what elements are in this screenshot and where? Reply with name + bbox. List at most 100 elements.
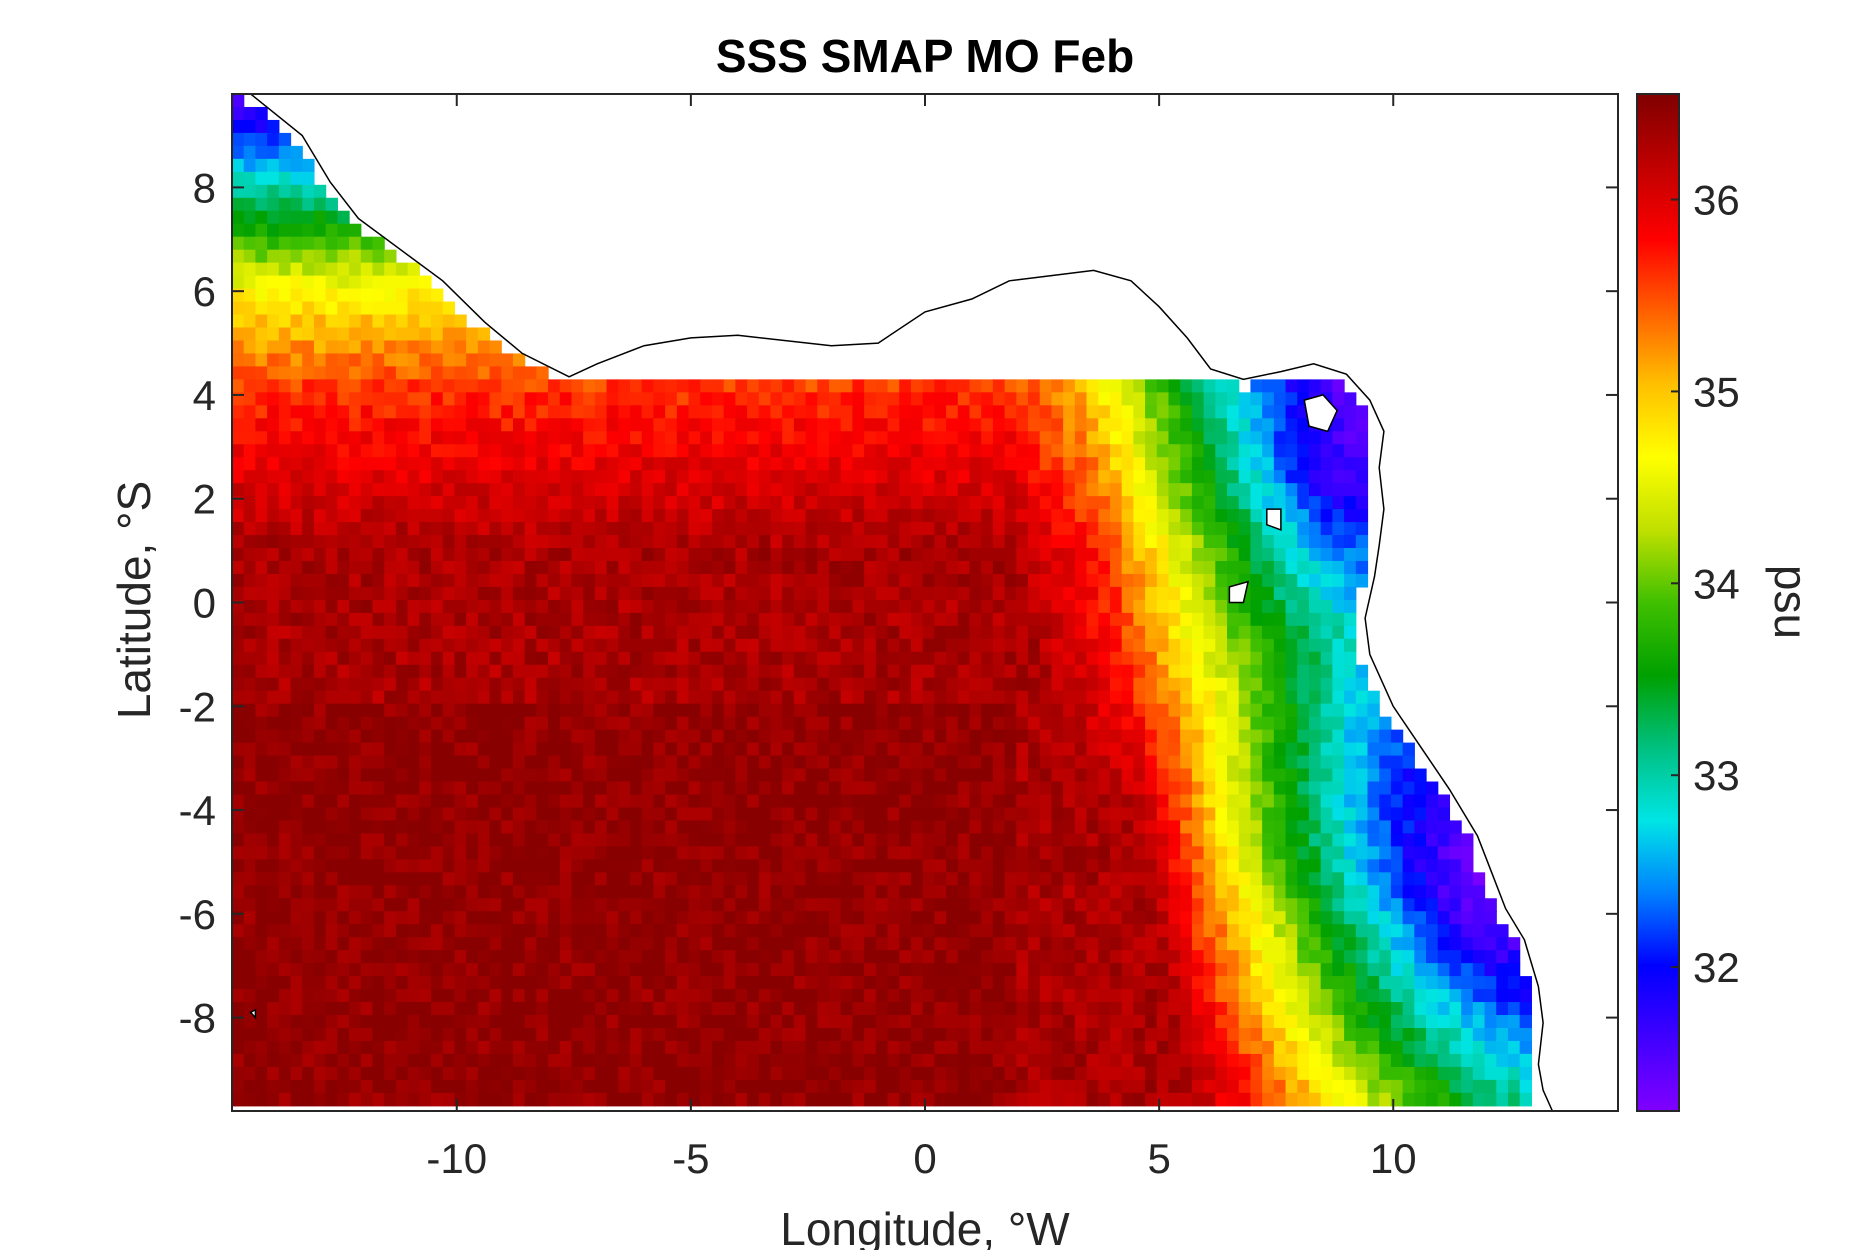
sss-cell bbox=[1238, 703, 1252, 718]
sss-cell bbox=[957, 612, 971, 627]
sss-cell bbox=[1004, 457, 1017, 471]
sss-cell bbox=[548, 509, 561, 523]
sss-cell bbox=[957, 431, 971, 445]
sss-cell bbox=[1250, 898, 1263, 912]
sss-cell bbox=[559, 898, 573, 912]
sss-cell bbox=[325, 768, 338, 783]
sss-cell bbox=[1250, 638, 1263, 653]
sss-cell bbox=[431, 781, 444, 796]
sss-cell bbox=[255, 535, 268, 549]
sss-cell bbox=[501, 457, 514, 471]
sss-cell bbox=[384, 846, 397, 860]
sss-cell bbox=[1285, 509, 1298, 523]
sss-cell bbox=[969, 677, 982, 692]
sss-cell bbox=[899, 820, 912, 834]
sss-cell bbox=[1227, 690, 1240, 705]
sss-cell bbox=[711, 444, 725, 458]
sss-cell bbox=[688, 807, 701, 822]
sss-cell bbox=[829, 405, 842, 419]
sss-cell bbox=[419, 612, 432, 627]
sss-cell bbox=[1238, 431, 1252, 445]
sss-cell bbox=[630, 522, 643, 536]
sss-cell bbox=[325, 275, 338, 290]
sss-cell bbox=[407, 483, 420, 497]
sss-cell bbox=[957, 651, 971, 666]
sss-cell bbox=[817, 703, 830, 718]
sss-cell bbox=[1121, 781, 1134, 796]
sss-cell bbox=[267, 820, 280, 834]
sss-cell bbox=[267, 132, 280, 147]
sss-cell bbox=[606, 859, 619, 873]
sss-cell bbox=[1227, 729, 1240, 744]
sss-cell bbox=[1320, 379, 1333, 393]
sss-cell bbox=[454, 599, 467, 614]
sss-cell bbox=[1109, 976, 1123, 990]
sss-cell bbox=[1355, 885, 1369, 899]
sss-cell bbox=[630, 625, 643, 640]
sss-cell bbox=[1390, 846, 1404, 860]
sss-cell bbox=[1098, 703, 1111, 718]
sss-cell bbox=[559, 509, 573, 523]
sss-cell bbox=[1273, 859, 1287, 873]
sss-cell bbox=[1355, 677, 1369, 692]
sss-cell bbox=[770, 496, 783, 510]
sss-cell bbox=[1180, 444, 1193, 458]
sss-cell bbox=[232, 223, 245, 238]
sss-cell bbox=[653, 548, 666, 562]
sss-cell bbox=[302, 768, 315, 783]
sss-cell bbox=[407, 976, 420, 990]
sss-cell bbox=[524, 677, 537, 692]
sss-cell bbox=[419, 729, 432, 744]
sss-cell bbox=[946, 405, 959, 419]
sss-cell bbox=[466, 573, 479, 588]
sss-cell bbox=[559, 794, 573, 809]
sss-cell bbox=[922, 911, 935, 925]
sss-cell bbox=[536, 794, 549, 809]
sss-cell bbox=[1180, 586, 1193, 601]
sss-cell bbox=[805, 677, 818, 692]
sss-cell bbox=[419, 586, 432, 601]
sss-cell bbox=[700, 820, 713, 834]
sss-cell bbox=[232, 106, 245, 121]
sss-cell bbox=[501, 716, 514, 731]
sss-cell bbox=[1004, 729, 1017, 744]
sss-cell bbox=[1449, 859, 1462, 873]
sss-cell bbox=[255, 846, 268, 860]
sss-cell bbox=[1203, 405, 1216, 419]
sss-cell bbox=[1039, 690, 1053, 705]
sss-cell bbox=[454, 937, 467, 951]
sss-cell bbox=[875, 470, 889, 484]
sss-cell bbox=[723, 586, 736, 601]
sss-cell bbox=[583, 548, 596, 562]
sss-cell bbox=[676, 483, 690, 497]
sss-cell bbox=[419, 742, 432, 757]
sss-cell bbox=[1191, 963, 1205, 977]
sss-cell bbox=[735, 690, 748, 705]
sss-cell bbox=[1168, 716, 1181, 731]
sss-cell bbox=[992, 885, 1006, 899]
sss-cell bbox=[313, 340, 327, 355]
sss-cell bbox=[1262, 807, 1275, 822]
sss-cell bbox=[583, 651, 596, 666]
sss-cell bbox=[992, 379, 1006, 393]
sss-cell bbox=[723, 976, 736, 990]
sss-cell bbox=[1437, 898, 1451, 912]
sss-cell bbox=[232, 418, 245, 432]
sss-cell bbox=[782, 405, 795, 419]
sss-cell bbox=[442, 755, 456, 770]
sss-cell bbox=[782, 937, 795, 951]
sss-cell bbox=[349, 885, 362, 899]
sss-cell bbox=[524, 768, 537, 783]
sss-cell bbox=[875, 405, 889, 419]
sss-cell bbox=[1320, 937, 1333, 951]
sss-cell bbox=[735, 807, 748, 822]
sss-cell bbox=[431, 859, 444, 873]
sss-cell bbox=[536, 379, 549, 393]
sss-cell bbox=[1297, 703, 1310, 718]
sss-cell bbox=[922, 898, 935, 912]
sss-cell bbox=[1086, 729, 1099, 744]
sss-cell bbox=[782, 418, 795, 432]
sss-cell bbox=[969, 599, 982, 614]
sss-cell bbox=[957, 833, 971, 847]
sss-cell bbox=[1121, 703, 1134, 718]
